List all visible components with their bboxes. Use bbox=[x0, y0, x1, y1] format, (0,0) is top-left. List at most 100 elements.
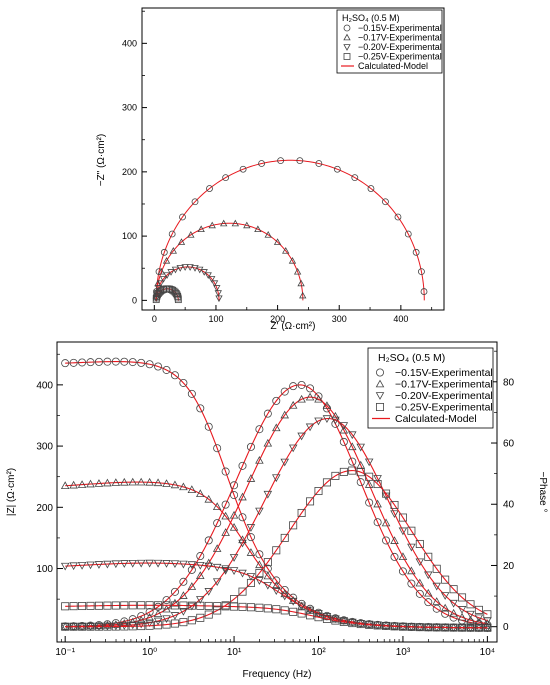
nyquist-point-2 bbox=[282, 246, 290, 254]
nyquist-model-line-4 bbox=[155, 288, 179, 301]
bode-modulus-point-2 bbox=[229, 522, 239, 531]
bode-ytick-left-label: 100 bbox=[36, 564, 53, 575]
bode-phase-point-3 bbox=[280, 458, 290, 467]
bode-phase-point-3 bbox=[423, 571, 433, 580]
bode-ytick-left-label: 300 bbox=[36, 442, 53, 453]
nyquist-ytick-label: 300 bbox=[122, 103, 137, 113]
bode-modulus-point-3 bbox=[255, 577, 264, 585]
bode-ytick-right-label: 60 bbox=[503, 439, 515, 450]
bode-phase-point-2 bbox=[77, 621, 87, 630]
bode-modulus-point-4 bbox=[196, 601, 205, 610]
bode-phase-point-1 bbox=[230, 481, 239, 490]
nyquist-legend-entry: Calculated-Model bbox=[358, 61, 428, 71]
nyquist-point-2 bbox=[197, 225, 205, 233]
bode-phase-point-2 bbox=[356, 460, 365, 469]
bode-modulus-point-3 bbox=[120, 560, 129, 568]
bode-ytick-left-label: 400 bbox=[36, 380, 53, 391]
nyquist-xtick-label: 400 bbox=[393, 314, 408, 324]
nyquist-point-3 bbox=[191, 265, 199, 272]
bode-phase-point-2 bbox=[297, 394, 306, 403]
bode-modulus-point-2 bbox=[136, 477, 146, 486]
bode-phase-point-3 bbox=[221, 567, 230, 575]
bode-modulus-point-4 bbox=[449, 623, 458, 632]
bode-phase-point-3 bbox=[305, 423, 315, 432]
bode-modulus-point-2 bbox=[128, 477, 138, 486]
bode-phase-point-3 bbox=[196, 596, 205, 604]
bode-phase-point-4 bbox=[356, 468, 365, 477]
nyquist-xlabel: Z' (Ω·cm²) bbox=[271, 321, 316, 332]
bode-phase-point-4 bbox=[170, 619, 179, 628]
bode-modulus-point-3 bbox=[103, 560, 112, 569]
bode-phase-point-1 bbox=[407, 579, 416, 588]
bode-phase-point-1 bbox=[415, 589, 424, 598]
bode-phase-point-4 bbox=[255, 569, 264, 578]
bode-modulus-point-4 bbox=[306, 611, 315, 620]
nyquist-point-2 bbox=[169, 246, 177, 254]
bode-phase-point-1 bbox=[449, 613, 458, 622]
bode-phase-point-4 bbox=[280, 533, 289, 542]
bode-phase-point-1 bbox=[424, 598, 433, 607]
nyquist-legend-marker bbox=[343, 24, 351, 32]
bode-modulus-point-2 bbox=[221, 511, 230, 520]
bode-phase-point-2 bbox=[288, 400, 298, 409]
bode-phase-point-3 bbox=[136, 620, 146, 629]
bode-modulus-point-1 bbox=[246, 533, 255, 542]
bode-phase-point-4 bbox=[314, 487, 323, 496]
bode-phase-point-4 bbox=[272, 546, 281, 555]
bode-modulus-point-4 bbox=[137, 601, 146, 610]
bode-phase-point-3 bbox=[364, 458, 374, 467]
bode-modulus-point-4 bbox=[255, 603, 264, 612]
bode-modulus-point-4 bbox=[365, 620, 374, 629]
bode-modulus-point-3 bbox=[288, 597, 298, 606]
bode-modulus-point-1 bbox=[230, 491, 239, 500]
bode-phase-point-3 bbox=[162, 615, 171, 624]
bode-phase-point-4 bbox=[221, 601, 230, 610]
bode-modulus-point-2 bbox=[196, 489, 205, 498]
bode-modulus-point-1 bbox=[111, 357, 120, 366]
bode-modulus-point-3 bbox=[77, 562, 87, 570]
bode-phase-point-3 bbox=[297, 432, 306, 441]
bode-legend-box bbox=[367, 347, 494, 429]
nyquist-legend-entry: −0.17V-Experimental bbox=[358, 33, 442, 43]
nyquist-frame bbox=[141, 7, 445, 311]
bode-phase-point-4 bbox=[432, 564, 441, 573]
bode-legend-entry: −0.25V-Experimental bbox=[395, 402, 493, 414]
bode-phase-point-2 bbox=[373, 499, 382, 508]
bode-xtick-label: 10⁰ bbox=[142, 647, 157, 658]
nyquist-point-3 bbox=[186, 264, 194, 271]
bode-phase-point-3 bbox=[415, 558, 425, 567]
nyquist-point-3 bbox=[163, 272, 171, 279]
bode-phase-point-1 bbox=[162, 596, 171, 605]
bode-phase-point-2 bbox=[153, 609, 163, 618]
bode-phase-point-2 bbox=[381, 518, 391, 527]
bode-modulus-point-2 bbox=[60, 481, 70, 490]
bode-modulus-point-2 bbox=[120, 477, 129, 486]
bode-modulus-point-3 bbox=[170, 560, 180, 569]
bode-modulus-point-3 bbox=[196, 561, 205, 570]
nyquist-point-1 bbox=[315, 160, 323, 167]
bode-phase-point-3 bbox=[466, 610, 475, 619]
bode-legend: H₂SO₄ (0.5 M) −0.15V-Experimental−0.17V-… bbox=[367, 347, 494, 429]
bode-phase-point-4 bbox=[373, 480, 382, 489]
bode-phase-point-3 bbox=[347, 431, 357, 440]
bode-modulus-point-1 bbox=[78, 358, 87, 367]
bode-modulus-point-1 bbox=[272, 576, 281, 585]
bode-phase-point-4 bbox=[458, 593, 467, 602]
nyquist-point-1 bbox=[239, 165, 247, 173]
bode-modulus-point-3 bbox=[145, 559, 154, 568]
bode-phase-point-2 bbox=[238, 492, 247, 501]
bode-modulus-point-3 bbox=[339, 617, 349, 625]
bode-phase-point-1 bbox=[382, 536, 391, 545]
nyquist-xtick-label: 300 bbox=[332, 314, 347, 324]
nyquist-point-1 bbox=[351, 174, 359, 182]
bode-phase-point-4 bbox=[348, 466, 357, 475]
bode-phase-point-3 bbox=[170, 612, 180, 620]
bode-modulus-point-1 bbox=[187, 389, 196, 398]
bode-phase-point-2 bbox=[246, 474, 256, 482]
bode-phase-point-3 bbox=[145, 619, 154, 628]
nyquist-xtick-label: 0 bbox=[152, 314, 157, 324]
bode-phase-point-4 bbox=[398, 513, 407, 522]
bode-phase-point-1 bbox=[145, 608, 154, 617]
bode-modulus-point-4 bbox=[432, 623, 441, 632]
nyquist-point-2 bbox=[243, 221, 251, 229]
